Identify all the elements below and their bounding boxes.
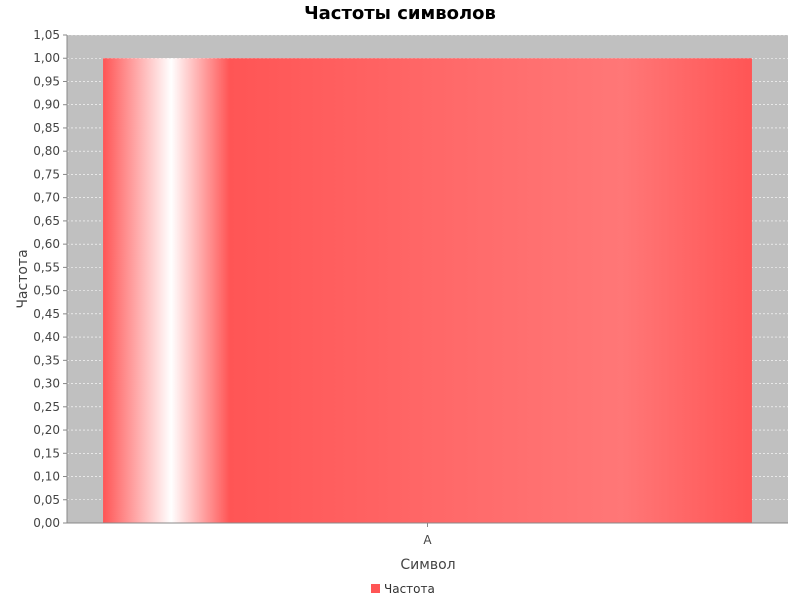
y-tick-label: 1,05 xyxy=(33,28,60,42)
y-axis-label: Частота xyxy=(15,249,31,308)
y-tick-label: 0,70 xyxy=(33,191,60,205)
legend-swatch xyxy=(371,584,380,593)
y-tick-label: 1,00 xyxy=(33,51,60,65)
y-tick-labels: 0,00 0,05 0,10 0,15 0,20 0,25 0,30 0,35 0,40 0,45… xyxy=(33,28,60,530)
x-tick-labels: А xyxy=(423,533,432,547)
y-tick-label: 0,40 xyxy=(33,330,60,344)
y-tick-label: 0,95 xyxy=(33,74,60,88)
y-tick-label: 0,35 xyxy=(33,353,60,367)
x-tick-label: А xyxy=(423,533,432,547)
y-tick-label: 0,90 xyxy=(33,98,60,112)
y-tick-label: 0,60 xyxy=(33,237,60,251)
legend-label: Частота xyxy=(384,582,435,596)
legend: Частота xyxy=(371,582,435,596)
bar-А xyxy=(103,58,752,523)
y-tick-label: 0,10 xyxy=(33,470,60,484)
y-tick-label: 0,55 xyxy=(33,260,60,274)
y-tick-label: 0,85 xyxy=(33,121,60,135)
y-tick-label: 0,80 xyxy=(33,144,60,158)
chart-title: Частоты символов xyxy=(304,3,496,24)
y-tick-label: 0,00 xyxy=(33,516,60,530)
y-tick-label: 0,45 xyxy=(33,307,60,321)
y-tick-label: 0,05 xyxy=(33,493,60,507)
y-tick-label: 0,65 xyxy=(33,214,60,228)
y-tick-label: 0,75 xyxy=(33,167,60,181)
bars xyxy=(103,58,752,523)
y-tick-label: 0,30 xyxy=(33,377,60,391)
y-tick-label: 0,50 xyxy=(33,284,60,298)
y-tick-label: 0,20 xyxy=(33,423,60,437)
axes xyxy=(63,34,788,527)
y-tick-label: 0,25 xyxy=(33,400,60,414)
y-tick-label: 0,15 xyxy=(33,446,60,460)
x-axis-label: Символ xyxy=(400,557,455,573)
